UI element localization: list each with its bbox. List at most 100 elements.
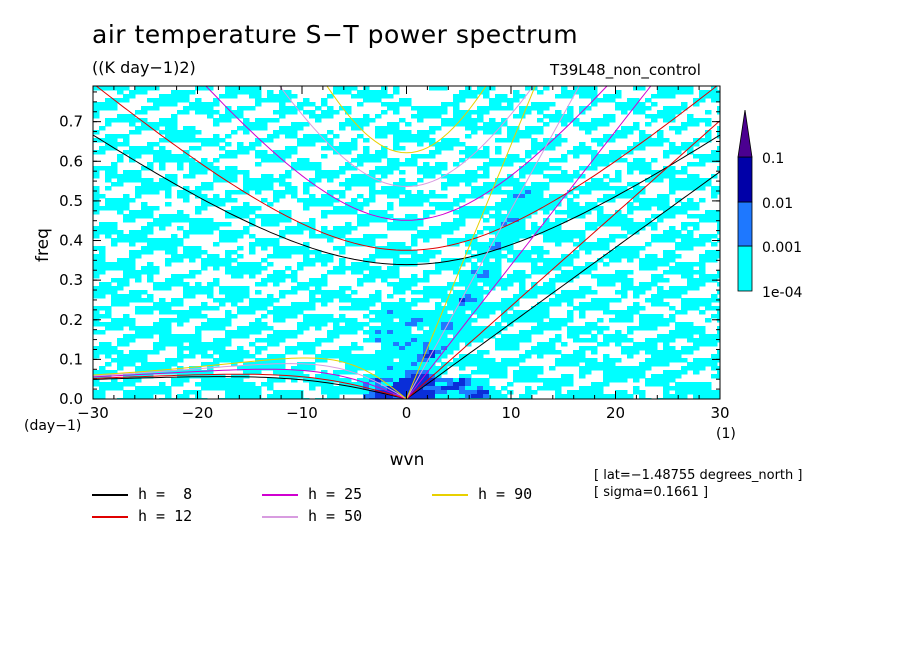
spectrum-cell [693,206,700,211]
spectrum-cell [129,130,136,135]
spectrum-cell [285,210,292,215]
spectrum-cell [243,226,250,231]
spectrum-cell [183,294,190,299]
spectrum-cell [639,186,646,191]
spectrum-cell [375,374,382,379]
spectrum-cell [189,126,196,131]
spectrum-cell [249,326,256,331]
spectrum-cell [681,394,688,399]
spectrum-cell [411,298,418,303]
spectrum-cell [615,370,622,375]
spectrum-cell [165,362,172,367]
spectrum-cell [543,310,550,315]
spectrum-cell [693,346,700,351]
spectrum-cell [381,306,388,311]
spectrum-cell [555,142,562,147]
spectrum-cell [633,186,640,191]
spectrum-cell [363,378,370,383]
spectrum-cell [453,326,460,331]
spectrum-cell [483,182,490,187]
spectrum-cell [135,126,142,131]
spectrum-cell [243,122,250,127]
spectrum-cell [513,274,520,279]
spectrum-cell [699,302,706,307]
spectrum-cell [429,382,436,387]
spectrum-cell [471,378,478,383]
spectrum-cell [567,254,574,259]
spectrum-cell [123,358,130,363]
spectrum-cell [435,166,442,171]
spectrum-cell [93,150,100,155]
spectrum-cell [441,350,448,355]
spectrum-cell [183,346,190,351]
spectrum-cell [609,198,616,203]
spectrum-cell [471,206,478,211]
spectrum-cell [417,222,424,227]
spectrum-cell [93,382,100,387]
spectrum-cell [363,154,370,159]
spectrum-cell [567,178,574,183]
spectrum-cell [375,294,382,299]
spectrum-cell [459,114,466,119]
spectrum-cell [117,90,124,95]
spectrum-cell [573,294,580,299]
spectrum-cell [675,270,682,275]
spectrum-cell [591,158,598,163]
spectrum-cell [411,350,418,355]
spectrum-cell [243,202,250,207]
spectrum-cell [99,106,106,111]
spectrum-cell [675,186,682,191]
spectrum-cell [669,150,676,155]
spectrum-cell [669,350,676,355]
spectrum-cell [579,270,586,275]
spectrum-cell [105,314,112,319]
spectrum-cell [561,238,568,243]
spectrum-cell [537,386,544,391]
spectrum-cell [525,86,532,91]
spectrum-cell [501,286,508,291]
spectrum-cell [483,226,490,231]
spectrum-cell [603,254,610,259]
spectrum-cell [165,174,172,179]
spectrum-cell [147,178,154,183]
spectrum-cell [549,318,556,323]
spectrum-cell [105,382,112,387]
spectrum-cell [159,166,166,171]
spectrum-cell [369,218,376,223]
spectrum-cell [93,230,100,235]
spectrum-cell [147,330,154,335]
spectrum-cell [375,254,382,259]
spectrum-cell [99,226,106,231]
spectrum-cell [243,146,250,151]
spectrum-cell [663,214,670,219]
spectrum-cell [459,158,466,163]
spectrum-cell [537,350,544,355]
spectrum-cell [483,254,490,259]
spectrum-cell [429,322,436,327]
spectrum-cell [621,390,628,395]
spectrum-cell [711,250,718,255]
spectrum-cell [495,362,502,367]
spectrum-cell [399,330,406,335]
spectrum-cell [657,262,664,267]
spectrum-cell [381,338,388,343]
x-tick-label: 30 [710,404,729,422]
spectrum-cell [315,234,322,239]
spectrum-cell [207,362,214,367]
spectrum-cell [543,346,550,351]
spectrum-cell [597,246,604,251]
spectrum-cell [297,198,304,203]
spectrum-cell [585,386,592,391]
spectrum-cell [279,394,286,399]
spectrum-cell [549,342,556,347]
spectrum-cell [453,238,460,243]
spectrum-cell [717,98,720,103]
spectrum-cell [639,314,646,319]
spectrum-cell [357,214,364,219]
spectrum-cell [507,250,514,255]
spectrum-cell [237,230,244,235]
spectrum-cell [555,234,562,239]
spectrum-cell [393,122,400,127]
spectrum-cell [333,370,340,375]
spectrum-cell [621,234,628,239]
